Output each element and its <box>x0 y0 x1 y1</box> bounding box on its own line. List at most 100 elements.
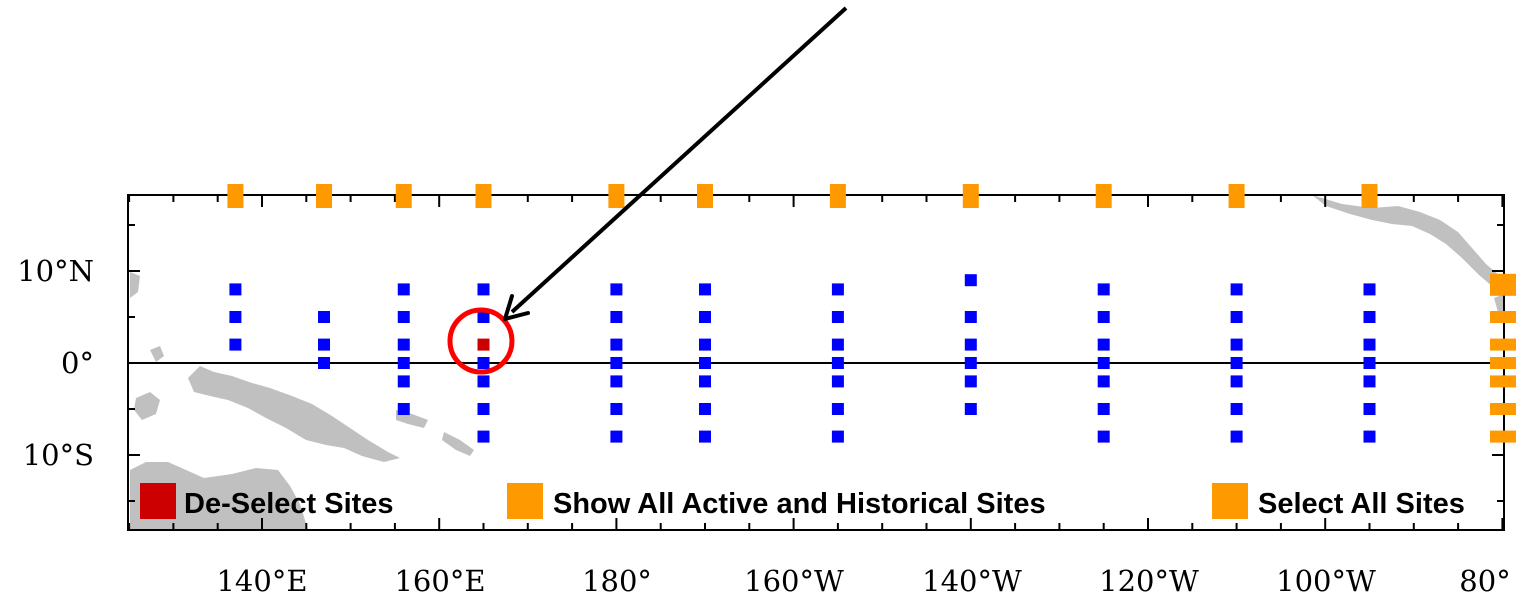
site-marker[interactable] <box>1363 375 1376 388</box>
deselect-sites-button[interactable]: De-Select Sites <box>140 483 394 520</box>
site-marker[interactable] <box>964 338 977 351</box>
site-marker[interactable] <box>397 375 410 388</box>
deselect-swatch <box>140 483 176 519</box>
site-marker[interactable] <box>229 338 242 351</box>
site-marker[interactable] <box>1097 357 1110 369</box>
x-tick-label: 160°W <box>744 564 844 598</box>
row-select-button[interactable] <box>1490 311 1516 323</box>
site-marker[interactable] <box>1230 338 1243 351</box>
row-select-button[interactable] <box>1490 338 1516 351</box>
site-marker[interactable] <box>831 357 844 369</box>
site-marker[interactable] <box>1097 311 1110 323</box>
site-marker[interactable] <box>1230 311 1243 323</box>
selected-site-marker[interactable] <box>477 338 490 351</box>
site-marker[interactable] <box>397 357 410 369</box>
select-all-swatch <box>1212 483 1248 519</box>
site-marker[interactable] <box>831 283 844 296</box>
site-marker[interactable] <box>831 338 844 351</box>
site-marker[interactable] <box>610 283 623 296</box>
site-marker[interactable] <box>699 403 711 415</box>
show-all-swatch <box>507 483 543 519</box>
site-marker[interactable] <box>1097 338 1110 351</box>
column-select-button[interactable] <box>697 184 713 208</box>
site-marker[interactable] <box>397 338 410 351</box>
site-marker[interactable] <box>699 375 711 388</box>
site-marker[interactable] <box>318 311 331 323</box>
row-select-button[interactable] <box>1490 273 1516 296</box>
site-marker[interactable] <box>1363 311 1376 323</box>
site-marker[interactable] <box>1363 338 1376 351</box>
site-marker[interactable] <box>610 311 623 323</box>
land-island-small-3 <box>130 272 140 298</box>
site-marker[interactable] <box>1230 283 1243 296</box>
column-select-button[interactable] <box>1095 184 1112 208</box>
column-select-button[interactable] <box>227 184 244 208</box>
site-marker[interactable] <box>699 338 711 351</box>
site-marker[interactable] <box>964 274 977 287</box>
site-marker[interactable] <box>1097 403 1110 415</box>
site-marker[interactable] <box>1363 403 1376 415</box>
column-select-button[interactable] <box>316 184 333 208</box>
site-marker[interactable] <box>318 357 331 369</box>
site-marker[interactable] <box>1230 375 1243 388</box>
site-marker[interactable] <box>699 430 711 443</box>
site-marker[interactable] <box>699 311 711 323</box>
site-marker[interactable] <box>610 430 623 443</box>
site-marker[interactable] <box>699 283 711 296</box>
site-marker[interactable] <box>1097 375 1110 388</box>
site-marker[interactable] <box>610 403 623 415</box>
site-marker[interactable] <box>699 357 711 369</box>
site-marker[interactable] <box>477 375 490 388</box>
site-marker[interactable] <box>831 403 844 415</box>
arrow-shaft <box>510 6 848 314</box>
select-all-sites-button[interactable]: Select All Sites <box>1212 483 1465 520</box>
row-select-button[interactable] <box>1490 357 1516 369</box>
column-select-button[interactable] <box>829 184 846 208</box>
site-marker[interactable] <box>964 403 977 415</box>
site-marker[interactable] <box>1230 430 1243 443</box>
site-marker[interactable] <box>831 430 844 443</box>
column-select-button[interactable] <box>1361 184 1378 208</box>
site-marker[interactable] <box>964 357 977 369</box>
x-tick-label: 100°W <box>1276 564 1376 598</box>
site-marker[interactable] <box>229 283 242 296</box>
row-select-button[interactable] <box>1490 430 1516 443</box>
site-marker[interactable] <box>477 430 490 443</box>
column-select-button[interactable] <box>395 184 412 208</box>
site-marker[interactable] <box>397 311 410 323</box>
y-tick-label: 10°N <box>17 254 94 288</box>
row-select-button[interactable] <box>1490 403 1516 415</box>
site-marker[interactable] <box>610 375 623 388</box>
site-marker[interactable] <box>831 375 844 388</box>
site-marker[interactable] <box>1363 283 1376 296</box>
column-select-button[interactable] <box>608 184 625 208</box>
site-marker[interactable] <box>477 357 490 369</box>
column-select-button[interactable] <box>475 184 492 208</box>
site-marker[interactable] <box>1363 357 1376 369</box>
site-marker[interactable] <box>1097 283 1110 296</box>
site-marker[interactable] <box>964 375 977 388</box>
site-marker[interactable] <box>964 311 977 323</box>
x-tick-label: 160°E <box>394 564 485 598</box>
site-marker[interactable] <box>318 338 331 351</box>
site-marker[interactable] <box>477 283 490 296</box>
buoy-sites <box>229 274 1376 443</box>
site-marker[interactable] <box>831 311 844 323</box>
site-marker[interactable] <box>477 403 490 415</box>
site-marker[interactable] <box>397 403 410 415</box>
site-marker[interactable] <box>477 311 490 323</box>
site-marker[interactable] <box>1230 403 1243 415</box>
site-marker[interactable] <box>229 311 242 323</box>
site-marker[interactable] <box>397 283 410 296</box>
site-marker[interactable] <box>610 338 623 351</box>
land-central-america <box>1312 195 1504 296</box>
site-marker[interactable] <box>1230 357 1243 369</box>
site-marker[interactable] <box>1097 430 1110 443</box>
row-select-button[interactable] <box>1490 375 1516 388</box>
site-marker[interactable] <box>610 357 623 369</box>
column-select-button[interactable] <box>1228 184 1245 208</box>
site-marker[interactable] <box>1363 430 1376 443</box>
show-all-sites-button[interactable]: Show All Active and Historical Sites <box>507 483 1046 520</box>
column-select-button[interactable] <box>962 184 979 208</box>
